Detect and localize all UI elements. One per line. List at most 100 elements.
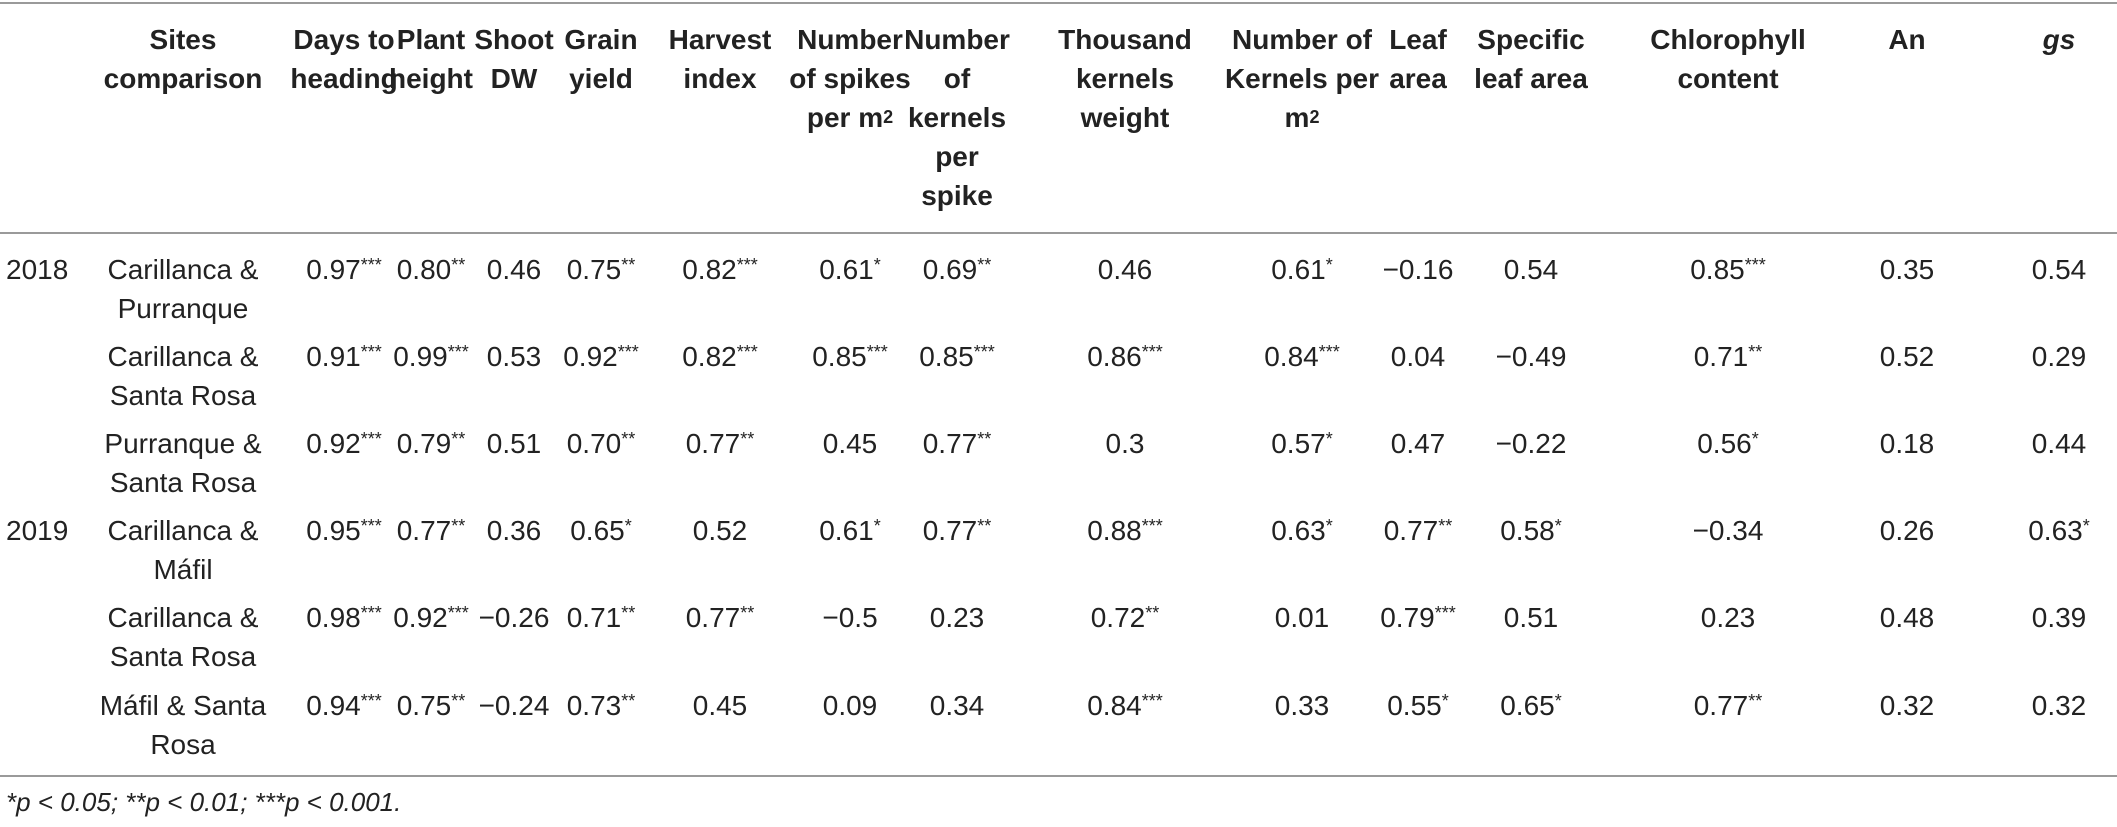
table-cell: 0.34	[929, 690, 985, 721]
table-cell: 0.65*	[1500, 690, 1562, 721]
table-cell: 0.54	[1503, 254, 1559, 285]
table-cell: 0.82***	[682, 341, 758, 372]
table-cell: 0.52	[692, 515, 748, 546]
table-cell: 0.23	[1700, 602, 1756, 633]
table-cell: 0.61*	[1271, 254, 1333, 285]
table-cell: 0.51	[1503, 602, 1559, 633]
table-cell: 0.71**	[566, 602, 636, 633]
column-header: Leaf area	[1389, 24, 1447, 94]
table-cell: 0.65*	[570, 515, 632, 546]
table-cell: 0.98***	[306, 602, 382, 633]
table-cell: 0.77**	[685, 602, 755, 633]
table-cell: 0.92***	[306, 428, 382, 459]
table-cell: −0.26	[478, 602, 550, 633]
year-label: 2019	[6, 515, 69, 546]
header-bottom-rule	[0, 232, 2117, 234]
footnote: *p < 0.05; **p < 0.01; ***p < 0.001.	[6, 787, 402, 817]
table-cell: 0.52	[1879, 341, 1935, 372]
table-cell: 0.39	[2031, 602, 2087, 633]
site-comparison-cell: Carillanca & Santa Rosa	[107, 602, 259, 672]
table-cell: 0.77**	[1693, 690, 1763, 721]
table-cell: 0.32	[1879, 690, 1935, 721]
table-cell: 0.86***	[1087, 341, 1163, 372]
column-header: Number of spikes per m2	[789, 24, 911, 133]
table-cell: 0.45	[822, 428, 878, 459]
table-cell: 0.45	[692, 690, 748, 721]
table-cell: 0.01	[1274, 602, 1330, 633]
table-cell: 0.53	[486, 341, 542, 372]
table-cell: 0.80**	[396, 254, 466, 285]
table-cell: 0.77**	[685, 428, 755, 459]
table-cell: 0.33	[1274, 690, 1330, 721]
column-header: Thousand kernels weight	[1058, 24, 1192, 133]
table-cell: 0.3	[1105, 428, 1145, 459]
column-header: An	[1888, 24, 1926, 55]
table-cell: 0.58*	[1500, 515, 1562, 546]
site-comparison-cell: Máfil & Santa Rosa	[99, 690, 267, 760]
table-cell: 0.75**	[566, 254, 636, 285]
table-cell: 0.09	[822, 690, 878, 721]
table-cell: 0.82***	[682, 254, 758, 285]
table-cell: 0.79**	[396, 428, 466, 459]
site-comparison-cell: Carillanca & Purranque	[107, 254, 259, 324]
column-header: gs	[2042, 24, 2076, 55]
table-cell: 0.85***	[919, 341, 995, 372]
table-cell: 0.18	[1879, 428, 1935, 459]
table-cell: 0.95***	[306, 515, 382, 546]
table-cell: 0.63*	[2028, 515, 2090, 546]
table-cell: 0.97***	[306, 254, 382, 285]
table-cell: 0.71**	[1693, 341, 1763, 372]
table-cell: 0.35	[1879, 254, 1935, 285]
table-cell: 0.04	[1390, 341, 1446, 372]
table-cell: 0.48	[1879, 602, 1935, 633]
column-header: Specific leaf area	[1474, 24, 1588, 94]
table-cell: 0.84***	[1264, 341, 1340, 372]
site-comparison-cell: Carillanca & Santa Rosa	[107, 341, 259, 411]
table-cell: 0.77**	[922, 515, 992, 546]
table-cell: 0.94***	[306, 690, 382, 721]
table-cell: 0.92***	[563, 341, 639, 372]
column-header: Shoot DW	[474, 24, 554, 94]
table-cell: −0.16	[1382, 254, 1454, 285]
column-header: Days to heading	[290, 24, 398, 94]
table-bottom-rule	[0, 775, 2117, 777]
table-cell: 0.54	[2031, 254, 2087, 285]
column-header: Number of Kernels per m2	[1224, 24, 1380, 133]
table-cell: 0.88***	[1087, 515, 1163, 546]
column-header: Grain yield	[564, 24, 638, 94]
table-cell: −0.5	[822, 602, 878, 633]
table-cell: 0.85***	[1690, 254, 1766, 285]
table-cell: 0.84***	[1087, 690, 1163, 721]
table-cell: 0.99***	[393, 341, 469, 372]
table-cell: 0.57*	[1271, 428, 1333, 459]
table-cell: 0.51	[486, 428, 542, 459]
table-cell: 0.75**	[396, 690, 466, 721]
table-cell: 0.56*	[1697, 428, 1759, 459]
table-cell: 0.46	[486, 254, 542, 285]
column-header: Plant height	[389, 24, 473, 94]
table-cell: 0.92***	[393, 602, 469, 633]
column-header: Sites comparison	[103, 24, 263, 94]
table-cell: 0.26	[1879, 515, 1935, 546]
table-cell: 0.29	[2031, 341, 2087, 372]
site-comparison-cell: Carillanca & Máfil	[107, 515, 259, 585]
table-cell: 0.32	[2031, 690, 2087, 721]
table-cell: 0.69**	[922, 254, 992, 285]
table-cell: 0.77**	[1383, 515, 1453, 546]
table-cell: 0.36	[486, 515, 542, 546]
table-cell: −0.49	[1495, 341, 1567, 372]
table-cell: −0.24	[478, 690, 550, 721]
table-cell: 0.79***	[1380, 602, 1456, 633]
table-cell: 0.73**	[566, 690, 636, 721]
table-cell: 0.44	[2031, 428, 2087, 459]
table-cell: 0.61*	[819, 515, 881, 546]
table-cell: 0.23	[929, 602, 985, 633]
table-cell: 0.63*	[1271, 515, 1333, 546]
table-cell: 0.91***	[306, 341, 382, 372]
table-cell: 0.70**	[566, 428, 636, 459]
column-header: Harvest index	[668, 24, 772, 94]
table-cell: 0.61*	[819, 254, 881, 285]
table-cell: −0.34	[1692, 515, 1764, 546]
table-cell: 0.47	[1390, 428, 1446, 459]
